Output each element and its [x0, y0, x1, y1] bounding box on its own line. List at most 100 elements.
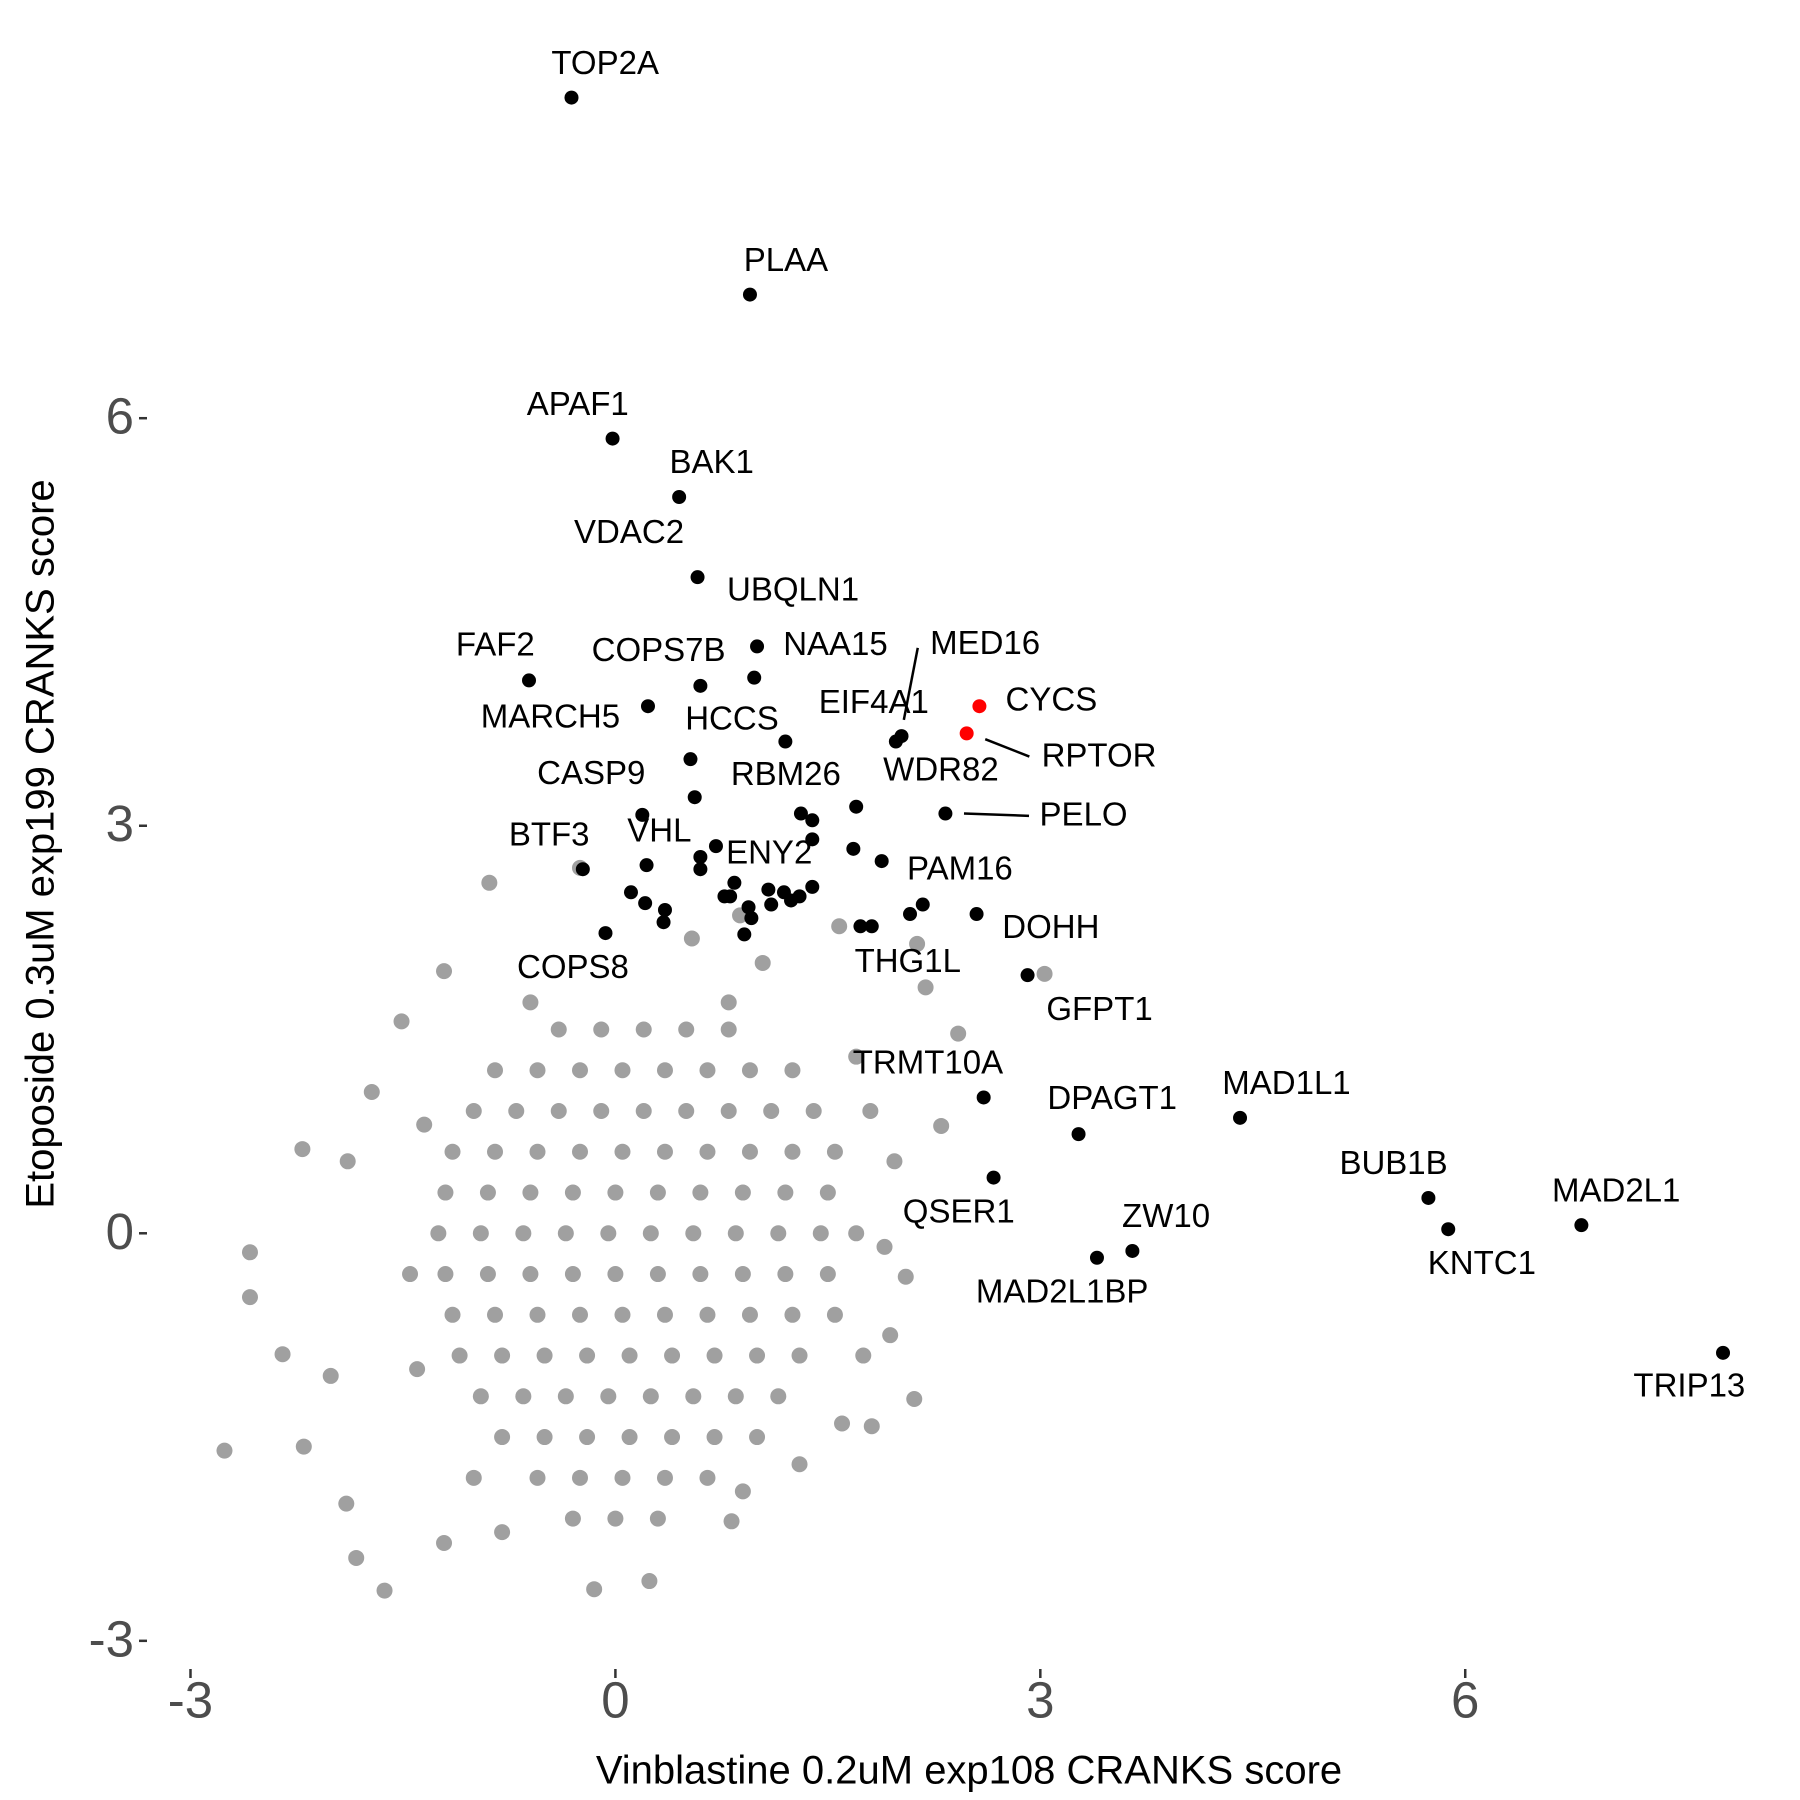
point — [241, 1289, 258, 1306]
point — [479, 1184, 496, 1201]
point — [693, 678, 708, 693]
point — [727, 1388, 744, 1405]
point — [598, 926, 613, 941]
point — [855, 1347, 872, 1364]
point — [741, 900, 756, 915]
point — [635, 1021, 652, 1038]
point — [805, 832, 820, 847]
point — [607, 1184, 624, 1201]
point — [494, 1524, 511, 1541]
point-label: HCCS — [685, 699, 779, 736]
point — [649, 1184, 666, 1201]
plot-area — [216, 90, 1731, 1599]
point — [959, 726, 974, 741]
point — [376, 1582, 393, 1599]
point — [614, 1062, 631, 1079]
point — [436, 963, 453, 980]
point — [437, 1266, 454, 1283]
point — [522, 673, 537, 688]
point — [882, 1327, 899, 1344]
x-tick-label: -3 — [168, 1671, 213, 1728]
point — [564, 1266, 581, 1283]
point — [723, 1513, 740, 1530]
point — [487, 1062, 504, 1079]
point — [487, 1306, 504, 1323]
point — [409, 1361, 426, 1378]
point-label: WDR82 — [883, 751, 999, 788]
point — [600, 1388, 617, 1405]
point — [529, 1469, 546, 1486]
point — [734, 1483, 751, 1500]
point — [607, 1266, 624, 1283]
point — [564, 1510, 581, 1527]
point-label: GFPT1 — [1046, 990, 1152, 1027]
point — [430, 1225, 447, 1242]
point — [741, 1143, 758, 1160]
point — [451, 1347, 468, 1364]
point — [621, 1429, 638, 1446]
point — [734, 1184, 751, 1201]
point — [744, 911, 759, 926]
point — [436, 1535, 453, 1552]
point — [639, 858, 654, 873]
point — [849, 799, 864, 814]
point — [657, 902, 672, 917]
point — [363, 1084, 380, 1101]
point — [917, 979, 934, 996]
point — [741, 1306, 758, 1323]
point-label: CYCS — [1006, 680, 1098, 717]
point — [402, 1266, 419, 1283]
point — [777, 1184, 794, 1201]
y-tick-label: -3 — [89, 1610, 134, 1667]
point — [393, 1013, 410, 1030]
point — [906, 1391, 923, 1408]
point — [749, 1347, 766, 1364]
point — [826, 1143, 843, 1160]
point — [747, 670, 762, 685]
point — [903, 907, 918, 922]
point — [969, 907, 984, 922]
point — [699, 1062, 716, 1079]
point — [727, 875, 742, 890]
point — [557, 1225, 574, 1242]
point — [876, 1238, 893, 1255]
point — [494, 1429, 511, 1446]
point — [241, 1244, 258, 1261]
point — [575, 862, 590, 877]
point — [522, 994, 539, 1011]
point — [812, 1225, 829, 1242]
point-label: FAF2 — [456, 625, 535, 662]
point — [607, 1510, 624, 1527]
point-label: ENY2 — [726, 834, 812, 871]
point — [664, 1429, 681, 1446]
point-label: NAA15 — [783, 625, 888, 662]
point — [853, 919, 868, 934]
point — [784, 893, 799, 908]
point-label: RBM26 — [731, 755, 841, 792]
point — [338, 1495, 355, 1512]
point-label: TRMT10A — [853, 1044, 1003, 1081]
point — [693, 849, 708, 864]
point — [642, 1225, 659, 1242]
point — [479, 1266, 496, 1283]
point — [564, 1184, 581, 1201]
point — [515, 1388, 532, 1405]
point — [784, 1143, 801, 1160]
point-label: KNTC1 — [1428, 1244, 1536, 1281]
point-label: COPS7B — [592, 631, 726, 668]
point — [656, 1143, 673, 1160]
point — [571, 1306, 588, 1323]
point — [571, 1143, 588, 1160]
point — [805, 813, 820, 828]
point — [614, 1143, 631, 1160]
point — [761, 882, 776, 897]
point — [444, 1143, 461, 1160]
point-label: COPS8 — [517, 948, 629, 985]
point — [638, 896, 653, 911]
point-label: DPAGT1 — [1047, 1079, 1177, 1116]
point-label: VHL — [627, 811, 691, 848]
point — [897, 1268, 914, 1285]
point — [846, 841, 861, 856]
point — [690, 570, 705, 585]
point — [909, 935, 926, 952]
